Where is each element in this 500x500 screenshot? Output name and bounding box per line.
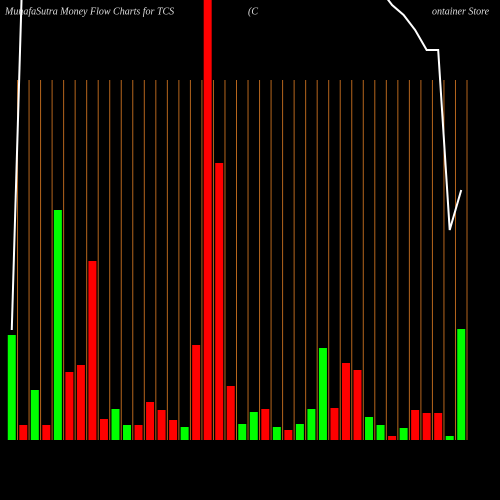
bar xyxy=(307,409,316,440)
bar xyxy=(76,365,85,440)
bar xyxy=(53,210,62,440)
bar xyxy=(111,409,120,440)
bar xyxy=(180,427,189,440)
plot xyxy=(7,0,468,440)
bar xyxy=(411,410,420,440)
bar xyxy=(30,390,39,440)
chart-title-part: ontainer Store xyxy=(432,6,490,17)
bar xyxy=(399,428,408,440)
bar xyxy=(318,348,327,440)
bar xyxy=(42,425,51,440)
bar xyxy=(284,430,293,440)
bar xyxy=(7,335,16,440)
bar xyxy=(353,370,362,440)
bar xyxy=(19,425,28,440)
bar xyxy=(88,261,97,440)
bar xyxy=(422,413,431,440)
bar xyxy=(99,419,108,440)
price-line xyxy=(386,0,463,231)
bar xyxy=(457,329,466,440)
bar xyxy=(65,372,74,440)
bar xyxy=(249,412,258,440)
bar xyxy=(169,420,178,440)
bar xyxy=(215,163,224,440)
bar xyxy=(330,408,339,440)
bar xyxy=(388,436,397,440)
bar xyxy=(226,386,235,440)
bar xyxy=(146,402,155,440)
bar xyxy=(238,424,247,440)
bar xyxy=(445,436,454,440)
bar xyxy=(434,413,443,440)
bar xyxy=(341,363,350,440)
bar xyxy=(123,425,132,440)
bar xyxy=(261,409,270,440)
bar xyxy=(157,410,166,440)
bar xyxy=(203,0,212,440)
bar xyxy=(365,417,374,440)
bar xyxy=(272,427,281,440)
bar xyxy=(134,425,143,440)
bar xyxy=(376,425,385,440)
price-line xyxy=(10,0,23,331)
chart-title-part: (C xyxy=(248,6,258,17)
bar xyxy=(192,345,201,440)
bar xyxy=(295,424,304,440)
chart-title: MunafaSutra Money Flow Charts for TCS xyxy=(4,6,174,17)
